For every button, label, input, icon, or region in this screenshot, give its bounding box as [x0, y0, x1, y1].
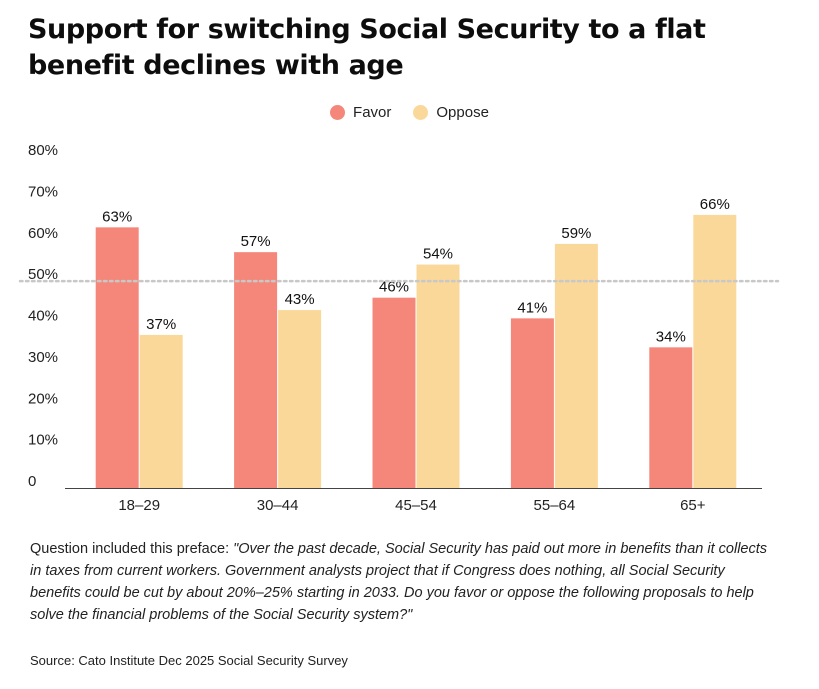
bar-oppose-4 — [693, 214, 737, 489]
y-tick-label: 60% — [28, 225, 58, 242]
bar-oppose-3 — [554, 243, 598, 488]
x-category-label: 30–44 — [257, 497, 299, 514]
y-tick-label: 70% — [28, 183, 58, 200]
data-label-favor: 34% — [656, 328, 686, 345]
legend: Favor Oppose — [0, 104, 819, 121]
question-note: Question included this preface: "Over th… — [30, 538, 770, 626]
bar-favor-1 — [234, 252, 278, 488]
bar-oppose-1 — [278, 310, 322, 488]
data-label-oppose: 54% — [423, 246, 453, 263]
data-label-favor: 63% — [102, 208, 132, 225]
y-tick-label: 10% — [28, 432, 58, 449]
source-text: Source: Cato Institute Dec 2025 Social S… — [30, 653, 348, 668]
legend-label-favor: Favor — [353, 104, 392, 121]
y-tick-label: 20% — [28, 390, 58, 407]
data-label-favor: 41% — [517, 299, 547, 316]
data-label-oppose: 66% — [700, 196, 730, 213]
bar-favor-3 — [510, 318, 554, 488]
y-tick-label: 50% — [28, 266, 58, 283]
bar-chart: 0 10% 20% 30% 40% 50% 60% 70% 80% 63% 37% 18–29 57% 4… — [18, 142, 780, 514]
legend-label-oppose: Oppose — [436, 104, 489, 121]
bar-favor-2 — [372, 297, 416, 488]
y-tick-label: 40% — [28, 308, 58, 325]
note-quote: "Over the past decade, Social Security h… — [30, 541, 768, 623]
legend-swatch-favor — [330, 105, 346, 120]
note-lead: Question included this preface: — [30, 541, 234, 557]
y-tick-label: 80% — [28, 142, 58, 159]
x-category-label: 18–29 — [118, 497, 160, 514]
legend-swatch-oppose — [413, 105, 429, 120]
y-tick-label: 30% — [28, 349, 58, 366]
chart-title: Support for switching Social Security to… — [28, 14, 706, 81]
bar-favor-0 — [95, 227, 139, 488]
bar-oppose-2 — [416, 264, 460, 488]
data-label-favor: 57% — [241, 233, 271, 250]
data-label-favor: 46% — [379, 279, 409, 296]
data-label-oppose: 37% — [146, 316, 176, 333]
bar-oppose-0 — [139, 334, 183, 488]
legend-item-favor: Favor — [330, 104, 391, 121]
x-category-label: 45–54 — [395, 497, 437, 514]
x-category-label: 65+ — [680, 497, 706, 514]
data-label-oppose: 43% — [285, 291, 315, 308]
bar-favor-4 — [649, 347, 693, 488]
y-tick-label: 0 — [28, 473, 36, 490]
data-label-oppose: 59% — [561, 225, 591, 242]
legend-item-oppose: Oppose — [413, 104, 489, 121]
x-category-label: 55–64 — [534, 497, 576, 514]
